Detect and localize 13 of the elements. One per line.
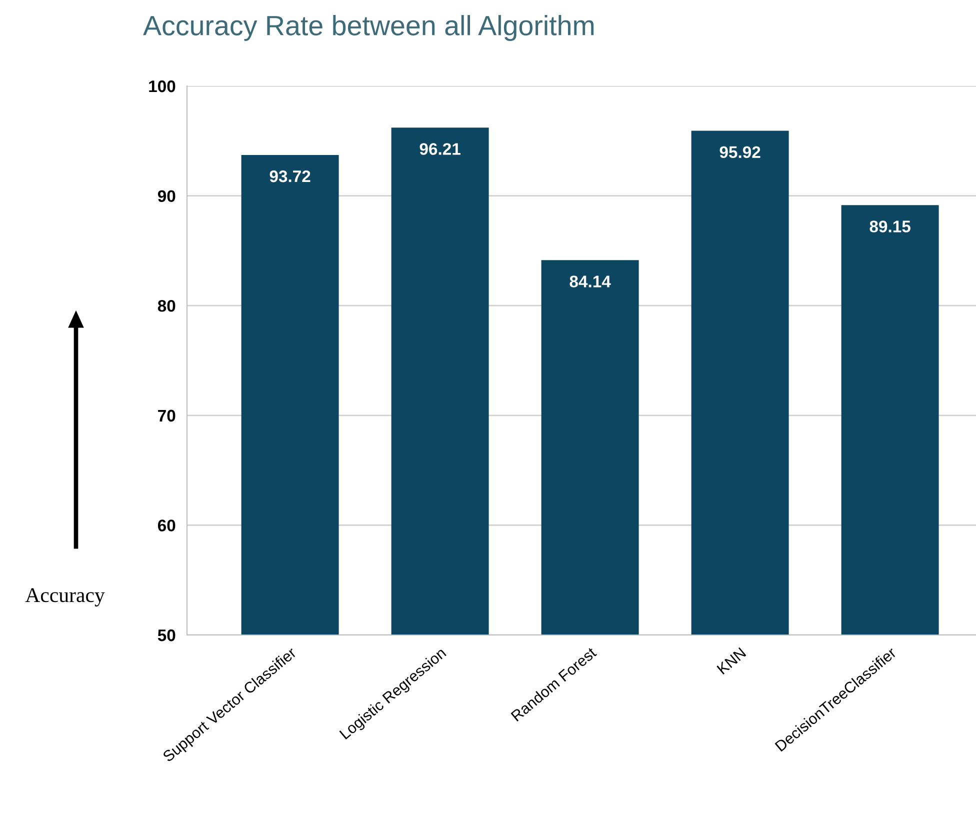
y-tick-label: 60 (158, 520, 176, 532)
y-axis-title: Accuracy (25, 588, 105, 606)
data-label: 96.21 (420, 143, 460, 155)
y-tick-label: 80 (158, 300, 176, 312)
data-label: 89.15 (870, 220, 910, 232)
y-tick-label: 90 (158, 190, 176, 202)
data-label: 84.14 (570, 276, 611, 288)
data-label: 93.72 (270, 170, 310, 182)
chart-title: Accuracy Rate between all Algorithm (143, 15, 594, 41)
data-label: 95.92 (720, 146, 760, 158)
y-tick-label: 70 (158, 410, 176, 422)
y-tick-label: 100 (149, 80, 176, 92)
y-tick-label: 50 (158, 629, 176, 642)
